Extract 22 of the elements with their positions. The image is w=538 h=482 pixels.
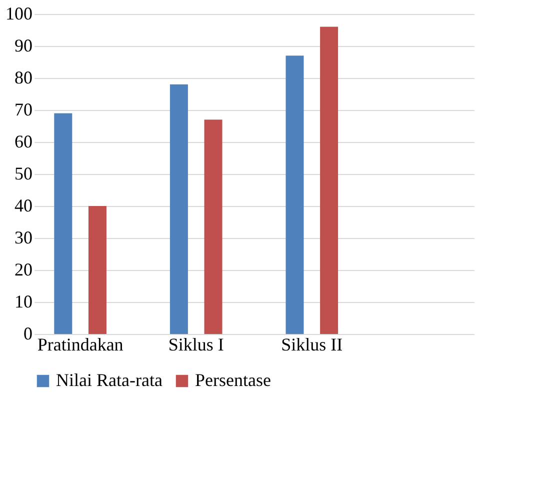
legend-label: Persentase <box>195 370 271 390</box>
x-tick-label: Siklus I <box>168 334 224 354</box>
y-tick-label: 70 <box>14 100 32 120</box>
bar <box>320 26 338 334</box>
y-tick-label: 60 <box>14 132 32 152</box>
y-tick-label: 50 <box>14 164 32 184</box>
y-tick-label: 30 <box>14 228 32 248</box>
bar <box>170 84 188 334</box>
y-tick-label: 10 <box>14 292 32 312</box>
y-tick-label: 0 <box>24 324 32 344</box>
y-tick-label: 20 <box>14 260 32 280</box>
bar <box>286 56 304 334</box>
bar <box>54 113 72 334</box>
y-tick-label: 40 <box>14 196 32 216</box>
y-tick-label: 90 <box>14 36 32 56</box>
y-tick-label: 100 <box>6 4 32 24</box>
bar <box>204 120 222 334</box>
y-tick-label: 80 <box>14 68 32 88</box>
x-tick-label: Siklus II <box>281 334 343 354</box>
x-tick-label: Pratindakan <box>37 334 124 354</box>
legend-label: Nilai Rata-rata <box>56 370 162 390</box>
bar <box>88 206 106 334</box>
